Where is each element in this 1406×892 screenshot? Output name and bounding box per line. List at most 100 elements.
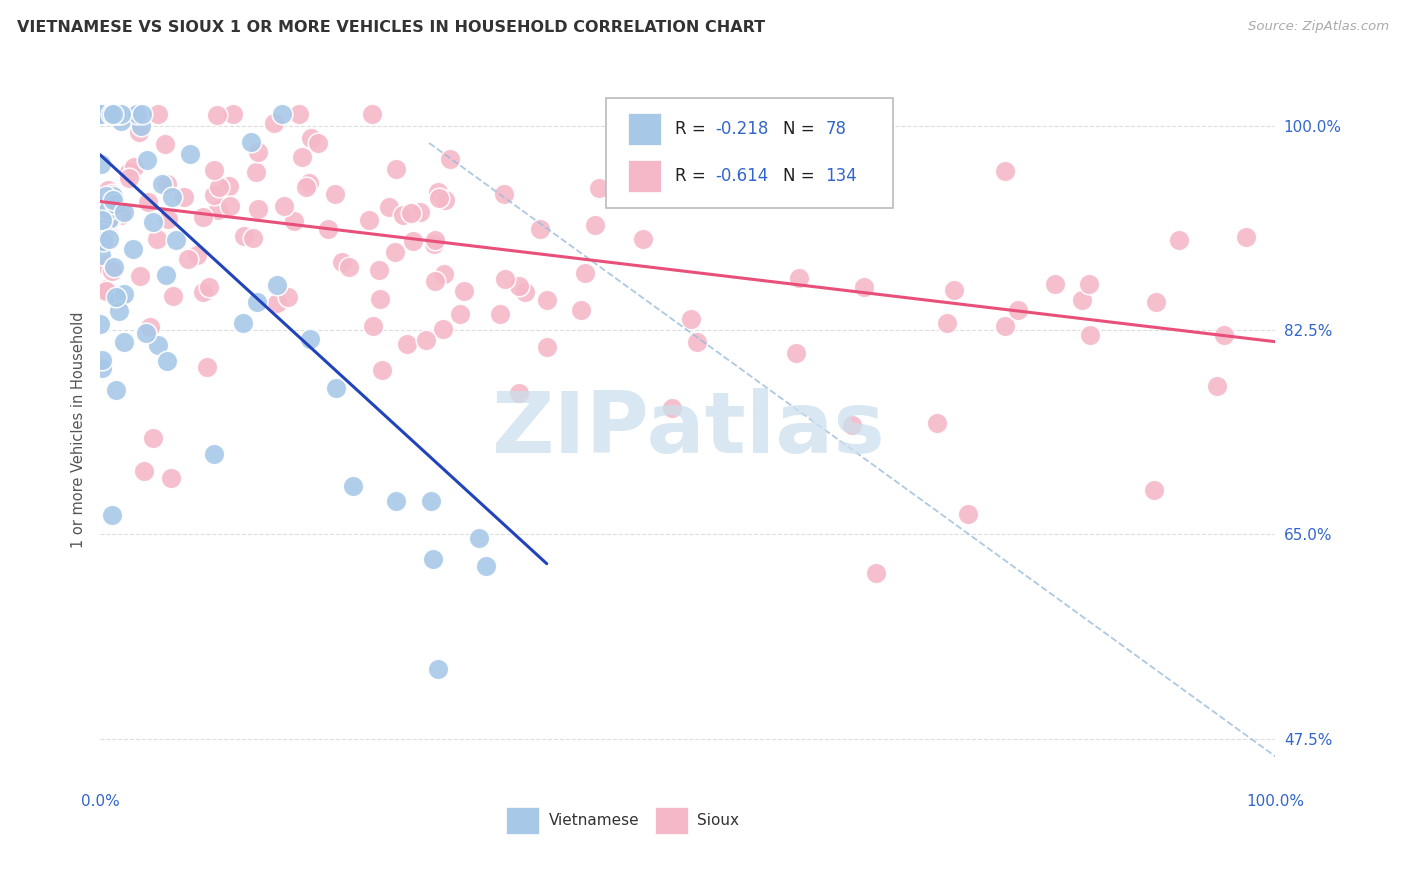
Point xyxy=(957,507,980,521)
Point xyxy=(494,272,516,286)
Point xyxy=(129,119,152,133)
Text: N =: N = xyxy=(783,168,820,186)
Point xyxy=(994,163,1017,178)
Point xyxy=(246,202,269,216)
Point xyxy=(686,334,709,349)
Point xyxy=(207,108,229,122)
Point xyxy=(342,479,364,493)
Text: N =: N = xyxy=(783,120,820,137)
Point xyxy=(295,179,318,194)
Text: R =: R = xyxy=(675,168,711,186)
Point xyxy=(202,188,225,202)
Point xyxy=(186,248,208,262)
Point xyxy=(105,383,128,397)
Point xyxy=(101,193,124,207)
Point xyxy=(994,318,1017,333)
Point xyxy=(494,186,516,201)
Text: R =: R = xyxy=(675,120,711,137)
Point xyxy=(89,107,111,121)
Point xyxy=(155,354,177,368)
Point xyxy=(529,221,551,235)
Point xyxy=(91,107,114,121)
Point xyxy=(385,162,408,177)
Point xyxy=(162,289,184,303)
Point xyxy=(89,107,111,121)
Point xyxy=(1236,230,1258,244)
Point xyxy=(90,248,112,262)
Point xyxy=(1070,293,1092,307)
FancyBboxPatch shape xyxy=(606,98,893,209)
Point xyxy=(94,282,117,296)
Point xyxy=(155,268,177,282)
Point xyxy=(148,107,170,121)
Point xyxy=(787,271,810,285)
Point xyxy=(159,471,181,485)
Point xyxy=(330,254,353,268)
Point xyxy=(148,338,170,352)
Point xyxy=(156,177,179,191)
Point xyxy=(91,213,114,227)
Point xyxy=(240,135,263,149)
Point xyxy=(426,185,449,199)
Point xyxy=(270,107,292,121)
Point xyxy=(208,179,231,194)
Point xyxy=(360,107,382,121)
Text: Source: ZipAtlas.com: Source: ZipAtlas.com xyxy=(1249,20,1389,33)
Point xyxy=(108,304,131,318)
Point xyxy=(536,341,558,355)
Point xyxy=(105,107,128,121)
Point xyxy=(513,285,536,299)
Point xyxy=(89,318,111,332)
Point xyxy=(112,286,135,301)
Point xyxy=(433,267,456,281)
Point xyxy=(569,302,592,317)
Point xyxy=(173,190,195,204)
Point xyxy=(434,193,457,207)
Point xyxy=(449,307,471,321)
Point xyxy=(1206,379,1229,393)
Point xyxy=(778,156,800,170)
Point xyxy=(195,360,218,375)
Point xyxy=(111,107,134,121)
Point xyxy=(247,145,270,159)
Point xyxy=(100,186,122,201)
Point xyxy=(105,290,128,304)
Point xyxy=(179,146,201,161)
Point xyxy=(177,252,200,267)
Point xyxy=(232,229,254,244)
Point xyxy=(316,222,339,236)
Point xyxy=(368,263,391,277)
Point xyxy=(395,337,418,351)
Bar xyxy=(628,112,661,145)
Point xyxy=(299,130,322,145)
Point xyxy=(112,205,135,219)
Point xyxy=(508,386,530,401)
Point xyxy=(104,205,127,219)
Point xyxy=(139,320,162,334)
Point xyxy=(219,198,242,212)
Bar xyxy=(655,807,688,834)
Point xyxy=(131,107,153,121)
Point xyxy=(93,234,115,248)
Point xyxy=(112,334,135,349)
Point xyxy=(90,157,112,171)
Point xyxy=(207,203,229,218)
Point xyxy=(94,258,117,272)
Point xyxy=(439,152,461,166)
Point xyxy=(423,233,446,247)
Point xyxy=(841,418,863,433)
Point xyxy=(202,163,225,178)
Point xyxy=(107,107,129,121)
Point xyxy=(1213,327,1236,342)
Point xyxy=(103,260,125,274)
Point xyxy=(298,176,321,190)
Point xyxy=(91,226,114,240)
Text: Sioux: Sioux xyxy=(697,814,740,828)
Point xyxy=(146,232,169,246)
Point xyxy=(378,200,401,214)
Point xyxy=(785,346,807,360)
Point xyxy=(361,318,384,333)
Point xyxy=(122,243,145,257)
Point xyxy=(91,353,114,368)
Point xyxy=(89,107,111,121)
